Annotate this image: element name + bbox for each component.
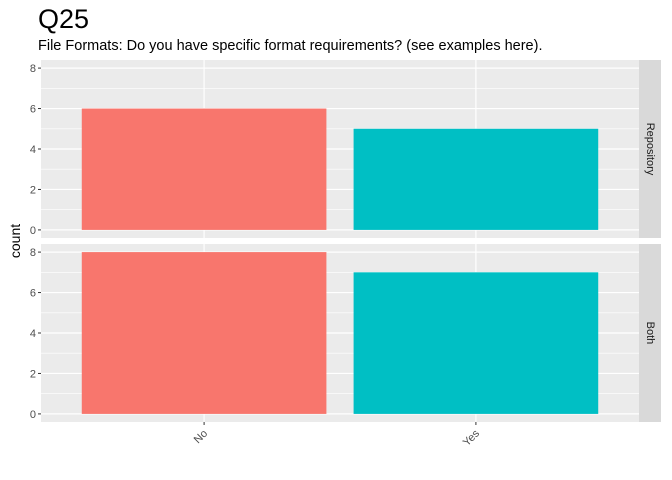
facet-strip: [639, 244, 661, 422]
bar-both-yes: [353, 272, 599, 414]
y-tick-label: 4: [30, 144, 36, 156]
y-axis-title: count: [7, 224, 23, 258]
y-tick-label: 8: [30, 247, 36, 259]
facet-strip: [639, 60, 661, 238]
y-tick-label: 6: [30, 288, 36, 300]
y-tick-label: 0: [30, 225, 36, 237]
y-tick-label: 8: [30, 63, 36, 75]
y-tick-label: 4: [30, 328, 36, 340]
chart-subtitle: File Formats: Do you have specific forma…: [38, 38, 543, 54]
y-tick-label: 2: [30, 184, 36, 196]
y-tick-label: 0: [30, 409, 36, 421]
x-tick-label: Yes: [461, 427, 483, 449]
bar-repository-yes: [353, 128, 599, 230]
bar-repository-no: [81, 108, 327, 230]
y-tick-label: 6: [30, 104, 36, 116]
bar-both-no: [81, 252, 327, 414]
facet-strip-label: Both: [644, 322, 656, 345]
facet-strip-label: Repository: [644, 123, 656, 176]
chart-title: Q25: [38, 4, 90, 34]
x-tick-label: No: [192, 428, 210, 446]
y-tick-label: 2: [30, 368, 36, 380]
